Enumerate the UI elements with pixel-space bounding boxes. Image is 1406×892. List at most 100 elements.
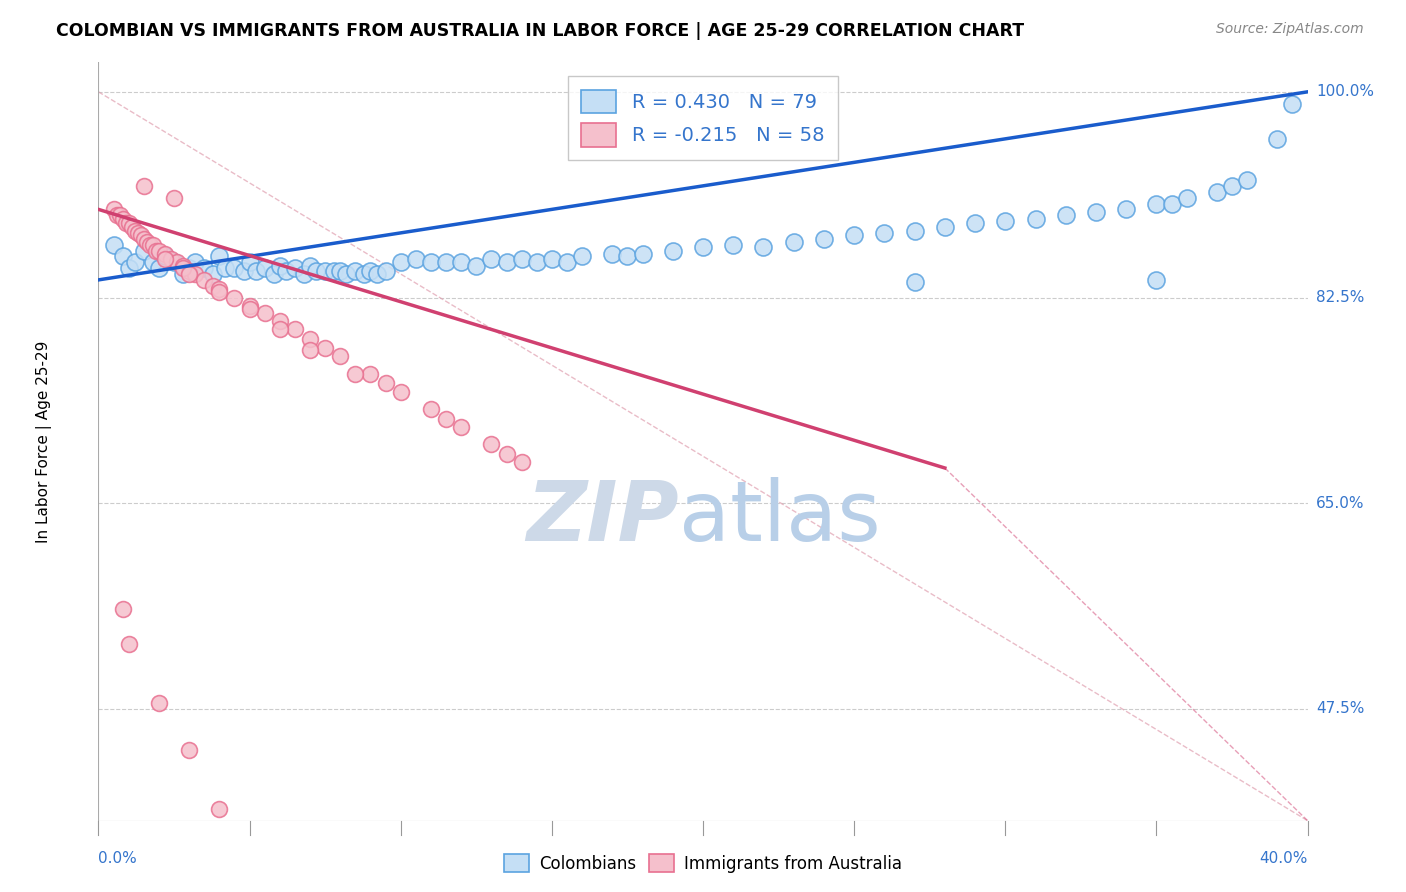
Point <box>208 802 231 816</box>
Point <box>153 247 176 261</box>
Point <box>172 261 194 276</box>
Point <box>239 302 262 317</box>
Point <box>465 259 488 273</box>
Point <box>193 273 215 287</box>
Point <box>121 219 143 234</box>
Point <box>299 343 322 358</box>
Legend: R = 0.430   N = 79, R = -0.215   N = 58: R = 0.430 N = 79, R = -0.215 N = 58 <box>568 76 838 161</box>
Point <box>374 376 396 391</box>
Point <box>179 743 201 757</box>
Point <box>314 341 336 355</box>
Point <box>114 217 136 231</box>
Point <box>184 255 207 269</box>
Point <box>366 267 388 281</box>
Point <box>111 211 134 226</box>
Point <box>179 263 201 277</box>
Point <box>263 267 285 281</box>
Point <box>111 249 134 263</box>
Point <box>132 178 155 193</box>
Point <box>118 217 141 231</box>
Point <box>292 267 315 281</box>
Point <box>1085 204 1108 219</box>
Point <box>284 322 307 336</box>
Point <box>118 261 141 276</box>
Point <box>193 261 215 276</box>
Point <box>153 249 176 263</box>
Point <box>142 255 165 269</box>
Point <box>1220 178 1243 193</box>
Point <box>208 282 231 296</box>
Text: 0.0%: 0.0% <box>98 851 138 866</box>
Point <box>420 255 443 269</box>
Point <box>108 208 131 222</box>
Point <box>103 237 125 252</box>
Point <box>1236 173 1258 187</box>
Point <box>495 255 517 269</box>
Point <box>124 223 146 237</box>
Point <box>353 267 375 281</box>
Point <box>752 240 775 254</box>
Point <box>239 299 262 313</box>
Point <box>299 259 322 273</box>
Text: Source: ZipAtlas.com: Source: ZipAtlas.com <box>1216 22 1364 37</box>
Point <box>274 263 297 277</box>
Point <box>481 252 503 266</box>
Point <box>405 252 427 266</box>
Point <box>214 261 236 276</box>
Point <box>389 384 412 399</box>
Point <box>450 420 472 434</box>
Point <box>344 367 367 381</box>
Point <box>934 219 956 234</box>
Text: 100.0%: 100.0% <box>1316 85 1374 99</box>
Point <box>616 249 638 263</box>
Point <box>323 263 346 277</box>
Point <box>253 261 276 276</box>
Point <box>329 349 352 363</box>
Point <box>163 191 186 205</box>
Point <box>389 255 412 269</box>
Point <box>1206 185 1229 199</box>
Point <box>335 267 357 281</box>
Point <box>314 263 336 277</box>
Point <box>127 226 149 240</box>
Point <box>904 275 927 289</box>
Point <box>208 249 231 263</box>
Point <box>495 447 517 461</box>
Point <box>965 217 987 231</box>
Legend: Colombians, Immigrants from Australia: Colombians, Immigrants from Australia <box>498 847 908 880</box>
Point <box>224 261 246 276</box>
Point <box>360 263 382 277</box>
Point <box>132 232 155 246</box>
Point <box>571 249 593 263</box>
Point <box>166 255 188 269</box>
Point <box>374 263 396 277</box>
Point <box>1144 273 1167 287</box>
Point <box>994 214 1017 228</box>
Point <box>172 267 194 281</box>
Point <box>783 235 806 250</box>
Text: atlas: atlas <box>679 477 880 558</box>
Point <box>299 332 322 346</box>
Point <box>179 261 201 276</box>
Point <box>145 244 167 258</box>
Point <box>160 252 183 266</box>
Point <box>208 285 231 299</box>
Point <box>284 261 307 276</box>
Point <box>1054 208 1077 222</box>
Point <box>481 437 503 451</box>
Text: 82.5%: 82.5% <box>1316 290 1364 305</box>
Point <box>284 849 307 863</box>
Point <box>1024 211 1046 226</box>
Point <box>124 255 146 269</box>
Text: In Labor Force | Age 25-29: In Labor Force | Age 25-29 <box>37 341 52 542</box>
Point <box>434 255 457 269</box>
Point <box>450 255 472 269</box>
Point <box>129 228 152 243</box>
Point <box>305 263 328 277</box>
Point <box>253 306 276 320</box>
Point <box>172 259 194 273</box>
Point <box>163 255 186 269</box>
Point <box>103 202 125 217</box>
Point <box>245 263 267 277</box>
Point <box>139 237 162 252</box>
